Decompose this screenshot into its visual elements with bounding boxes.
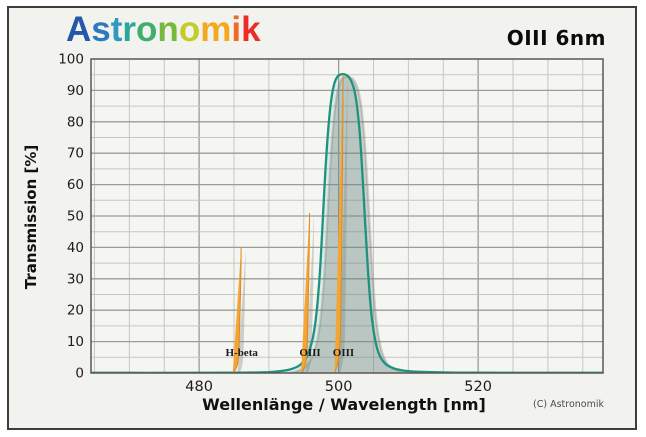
emission-line-label: H-beta [225,347,258,359]
y-tick-label: 50 [67,209,84,225]
plot-layers [91,72,603,373]
x-tick-label: 480 [185,379,213,395]
y-tick-label: 80 [67,114,84,130]
astronomik-logo: Astronomik [66,10,261,50]
emission-line-label: OIII [333,347,354,359]
filter-curve-fill [91,74,603,373]
filter-name-title: OIII 6nm [506,26,606,50]
logo-letter: k [241,10,261,49]
y-tick-label: 100 [58,52,84,68]
logo-letter: A [66,10,92,49]
copyright-note: (C) Astronomik [533,399,604,410]
y-tick-label: 60 [67,177,84,193]
y-axis-title: Transmission [%] [22,144,40,290]
emission-line-oiii [300,213,310,373]
y-tick-label: 40 [67,240,84,256]
x-axis-title: Wellenlänge / Wavelength [nm] [202,395,486,414]
y-tick-label: 10 [67,334,84,350]
emission-line-h-beta [232,246,242,373]
x-tick-label: 520 [464,379,492,395]
logo-letter: i [231,10,242,49]
emission-line-oiii [334,74,344,373]
logo-letter: n [157,10,179,49]
logo-letter: r [122,10,137,49]
y-tick-label: 30 [67,271,84,287]
filter-curve [91,72,603,373]
logo-letter: t [110,10,123,49]
emission-line-label: OIII [299,347,320,359]
logo-letter: o [178,10,201,49]
y-tick-label: 70 [67,146,84,162]
logo-letter: s [91,10,111,49]
y-tick-label: 20 [67,303,84,319]
logo-letter: o [136,10,158,49]
grid [91,59,603,373]
y-tick-label: 0 [75,366,84,382]
y-tick-label: 90 [67,83,84,99]
x-tick-label: 500 [325,379,353,395]
plot-frame [90,58,604,374]
logo-letter: m [200,10,232,49]
